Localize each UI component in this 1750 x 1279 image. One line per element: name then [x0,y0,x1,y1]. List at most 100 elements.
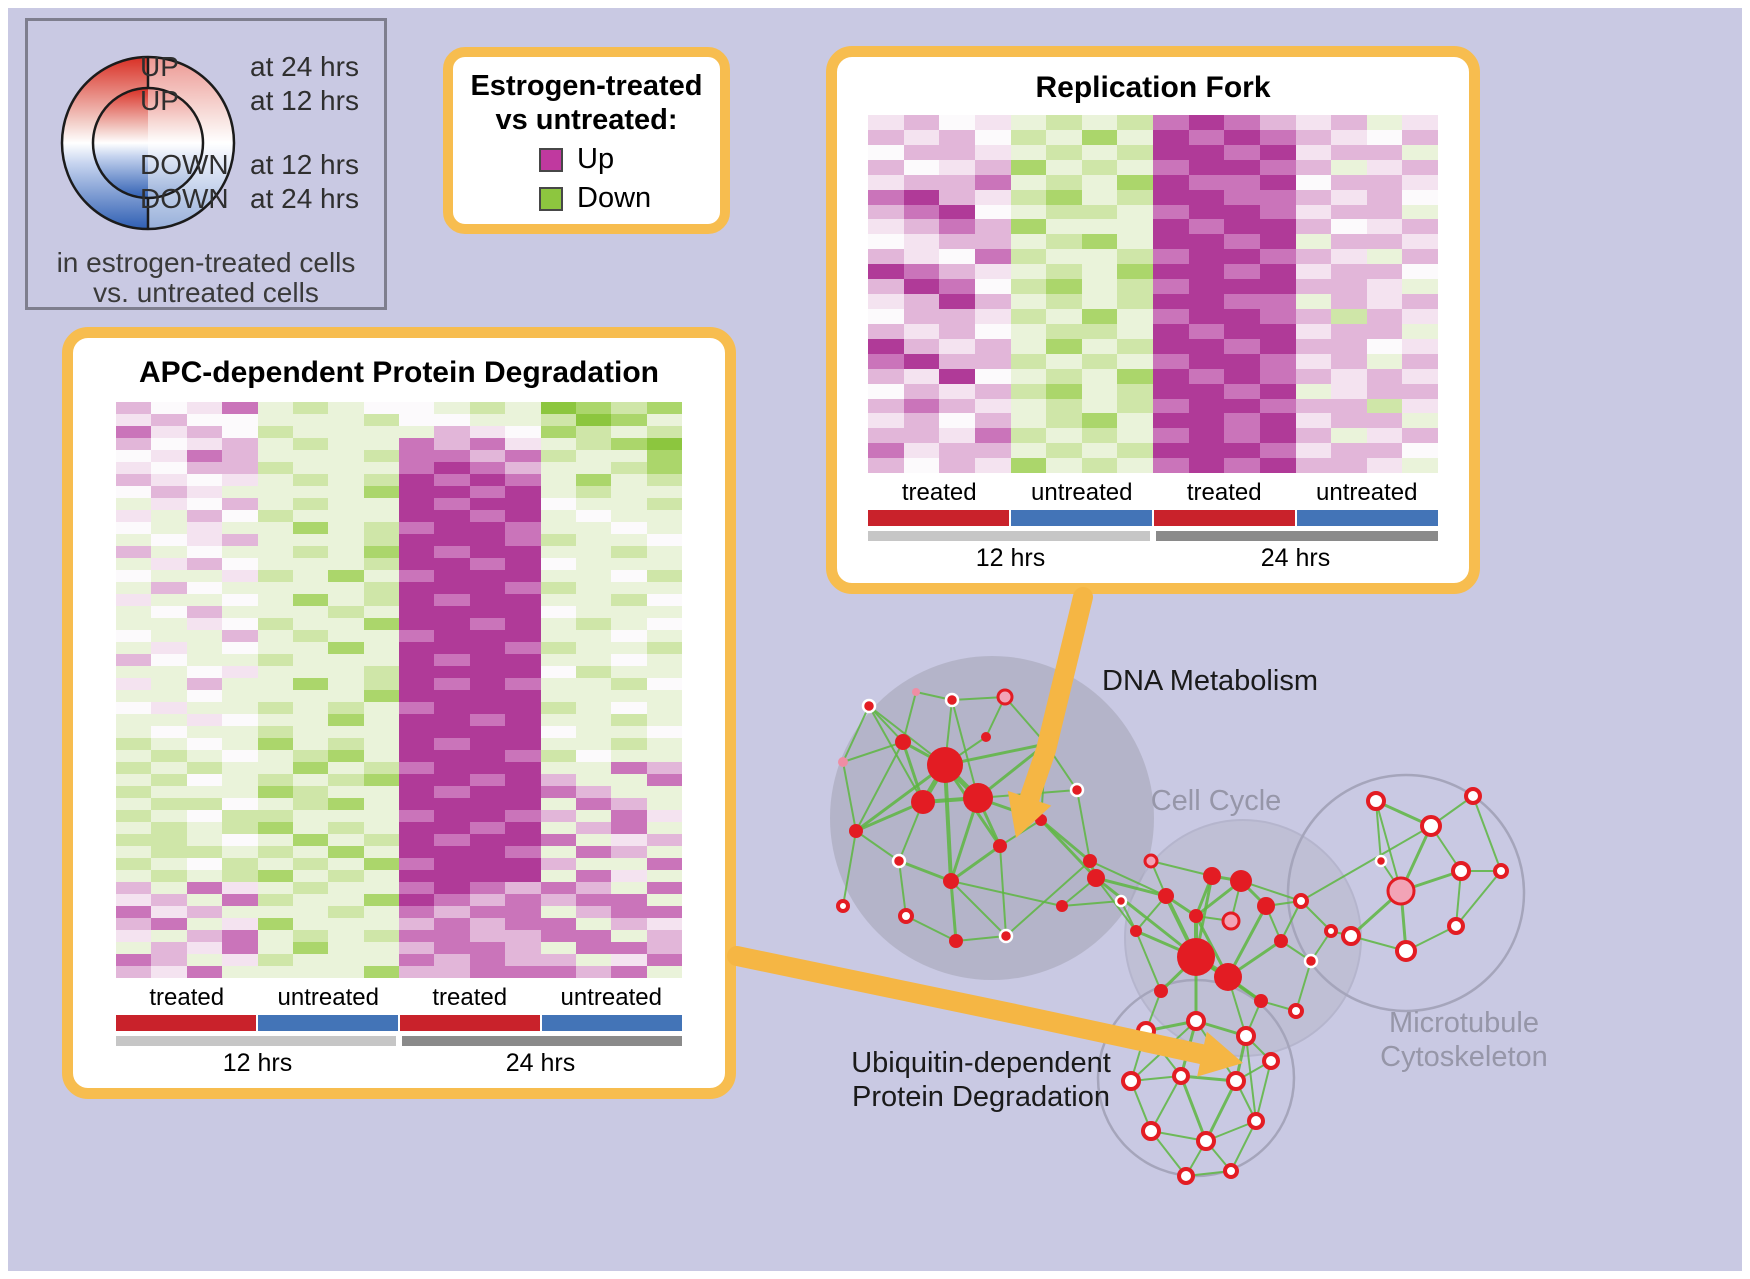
heatmap-cell [434,762,470,774]
heatmap-cell [1366,144,1403,160]
heatmap-cell [611,438,647,450]
heatmap-cell [151,426,187,438]
heatmap-cell [363,642,399,654]
heatmap-cell [399,534,435,546]
heatmap-cell [1010,294,1047,309]
heatmap-cell [1046,144,1082,160]
heatmap-row [116,414,682,426]
heatmap-cell [540,918,576,930]
heatmap-cell [974,115,1011,130]
down-label: Down [577,182,652,214]
heatmap-cell [540,678,576,690]
heatmap-cell [1117,249,1153,265]
heatmap-cell [1081,308,1118,324]
heatmap-cell [575,750,612,762]
heatmap-row [116,810,682,822]
network-edge [1130,1020,1197,1082]
heatmap-cell [1366,234,1403,250]
network-edge [985,696,1006,738]
heatmap-cell [186,702,223,714]
heatmap-cell [186,546,223,558]
heatmap-cell [434,618,470,630]
heatmap-cell [363,438,399,450]
treated-bar [116,1015,258,1031]
heatmap-cell [1081,353,1118,369]
heatmap-cell [1010,323,1047,339]
treated-bar [1154,510,1297,526]
heatmap-cell [257,438,293,450]
network-node [1143,853,1159,869]
heatmap-row [116,954,682,966]
heatmap-cell [903,368,940,384]
heatmap-cell [611,918,647,930]
heatmap-row [116,546,682,558]
network-node [963,783,993,813]
heatmap-cell [469,738,506,750]
heatmap-cell [1153,338,1189,354]
heatmap-cell [469,546,506,558]
heatmap-cell [469,522,506,534]
heatmap-cell [469,906,506,918]
heatmap-cell [646,654,682,666]
network-node [1230,870,1252,892]
heatmap-cell [292,870,329,882]
heatmap-cell [399,678,435,690]
heatmap-cell [1117,353,1153,369]
heatmap-cell [363,750,399,762]
heatmap-cell [611,870,647,882]
heatmap-cell [328,486,364,498]
heatmap-cell [363,786,399,798]
heatmap-cell [116,594,152,606]
heatmap-cell [575,726,612,738]
heatmap-cell [540,594,576,606]
network-edge [1245,1035,1257,1122]
heatmap-cell [1188,219,1225,235]
heatmap-cell [257,486,293,498]
heatmap-row [116,666,682,678]
heatmap-cell [1295,129,1332,145]
heatmap-cell [399,594,435,606]
heatmap-cell [1010,129,1047,145]
heatmap-cell [328,438,364,450]
heatmap-cell [1295,144,1332,160]
network-edge [1260,1000,1297,1012]
network-edge [949,797,980,882]
heatmap-cell [1224,428,1260,444]
network-edge [1130,1080,1152,1132]
heatmap-cell [151,450,187,462]
heatmap-cell [1259,308,1296,324]
network-edge [1089,860,1167,897]
heatmap-cell [292,534,329,546]
heatmap-cell [257,870,293,882]
heatmap-cell [186,582,223,594]
heatmap-cell [1224,413,1260,429]
heatmap-row [116,798,682,810]
heatmap-cell [939,368,975,384]
heatmap-cell [974,249,1011,265]
heatmap-cell [399,462,435,474]
heatmap-cell [116,714,152,726]
heatmap-cell [505,426,541,438]
heatmap-cell [116,798,152,810]
heatmap-cell [151,582,187,594]
heatmap-cell [257,654,293,666]
heatmap-cell [1295,323,1332,339]
heatmap-cell [611,474,647,486]
heatmap-cell [1366,383,1403,399]
heatmap-cell [611,510,647,522]
heatmap-row [116,678,682,690]
heatmap-cell [469,774,506,786]
heatmap-cell [575,774,612,786]
network-edge [1300,825,1432,902]
heatmap-cell [611,822,647,834]
heatmap-cell [292,930,329,942]
heatmap-cell [292,918,329,930]
heatmap-cell [151,810,187,822]
heatmap-cell [868,115,904,130]
heatmap-cell [186,462,223,474]
heatmap-cell [328,690,364,702]
heatmap-cell [868,323,904,339]
heatmap-cell [328,930,364,942]
heatmap-cell [434,942,470,954]
heatmap-cell [434,582,470,594]
